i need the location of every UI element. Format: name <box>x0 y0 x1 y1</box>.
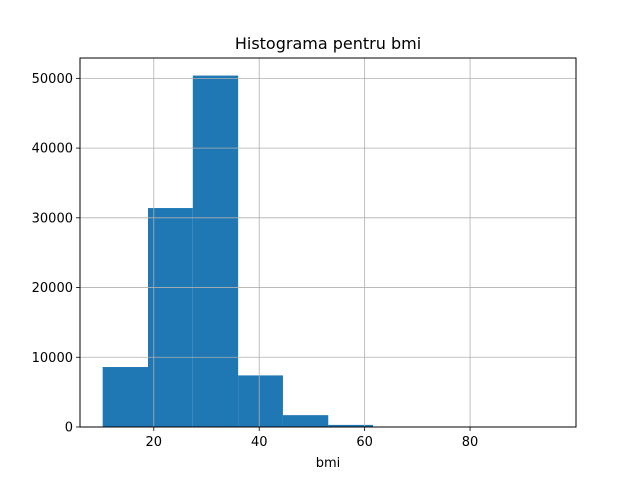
plot-frame <box>79 57 577 428</box>
x-tick-label-4: 80 <box>462 435 479 450</box>
y-axis-ticks: 0 10000 20000 30000 40000 50000 <box>32 72 80 436</box>
x-tick-label-2: 40 <box>251 435 268 450</box>
y-tick-label-6: 50000 <box>32 72 73 87</box>
x-axis-ticks: 20 40 60 80 <box>146 427 479 450</box>
y-tick-label-3: 20000 <box>32 281 73 296</box>
y-tick-label-2: 10000 <box>32 351 73 366</box>
y-tick-label-5: 40000 <box>32 142 73 157</box>
chart-title: Histograma pentru bmi <box>235 34 421 53</box>
histogram-bar-5 <box>282 415 329 427</box>
histogram-bar-1 <box>102 367 148 427</box>
y-tick-label-4: 30000 <box>32 211 73 226</box>
x-axis-label: bmi <box>316 456 341 471</box>
histogram-bar-2 <box>147 208 193 427</box>
histogram-bar-3 <box>192 75 239 428</box>
histogram-bar-4 <box>238 375 283 427</box>
histogram-bars <box>102 75 554 428</box>
x-tick-label-1: 20 <box>146 435 163 450</box>
histogram-bar-6 <box>328 424 374 427</box>
y-tick-label-1: 0 <box>65 421 73 436</box>
x-tick-label-3: 60 <box>356 435 373 450</box>
